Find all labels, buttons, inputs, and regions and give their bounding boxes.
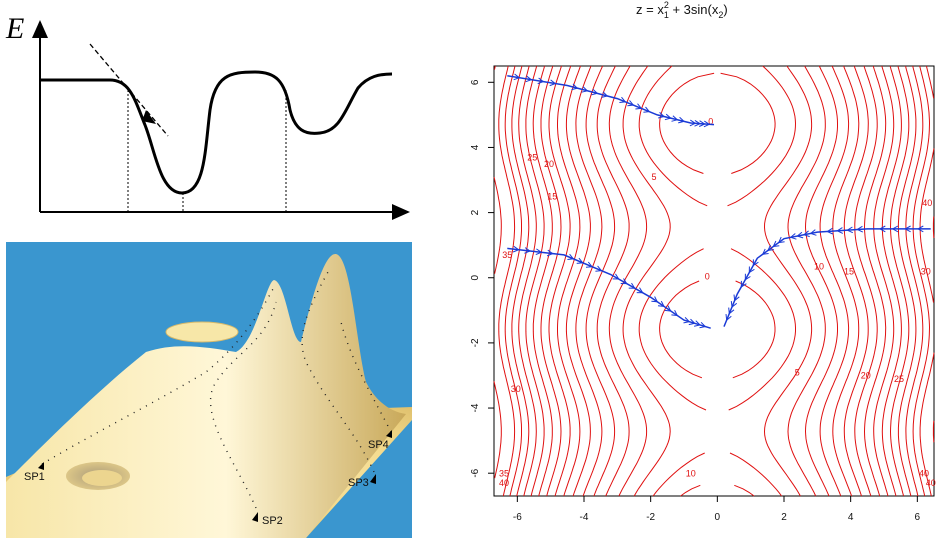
contour-line-21: [639, 66, 707, 496]
contour-label-14: 35: [502, 250, 512, 260]
contour-label-8: 20: [544, 159, 554, 169]
contour-label-6: 15: [547, 192, 557, 202]
contour-label-9: 20: [861, 371, 871, 381]
tangent-dashed-line: [90, 44, 168, 136]
landscape-svg: SP1 SP2 SP3 SP4: [6, 242, 412, 538]
contour-lines: [494, 66, 934, 496]
contour-label-4: 10: [686, 469, 696, 479]
contour-label-16: 40: [919, 469, 929, 479]
contour-line-0: [721, 73, 776, 496]
x-tick-label: 2: [781, 512, 787, 523]
contour-label-10: 25: [527, 153, 537, 163]
title-main: z = x: [636, 2, 664, 17]
y-tick-label: 0: [470, 275, 481, 281]
sp3-label: SP3: [348, 477, 369, 489]
contour-label-18: 40: [499, 478, 509, 488]
sp2-label: SP2: [262, 515, 283, 527]
energy-axis-label: E: [5, 12, 24, 45]
x-tick-label: 4: [848, 512, 854, 523]
y-tick-label: 6: [470, 79, 481, 85]
y-tick-label: -4: [470, 403, 481, 412]
contour-label-12: 30: [511, 384, 521, 394]
contour-label-7: 15: [844, 267, 854, 277]
y-tick-label: 4: [470, 144, 481, 150]
contour-label-2: 5: [651, 172, 656, 182]
energy-curve: [40, 72, 392, 193]
crater-floor: [82, 470, 122, 486]
y-tick-label: -6: [470, 468, 481, 477]
contour-line-19: [494, 66, 501, 478]
sp4-label: SP4: [368, 439, 389, 451]
title-end: ): [723, 2, 727, 17]
energy-curve-diagram: E: [0, 0, 420, 230]
x-tick-label: 0: [715, 512, 721, 523]
contour-label-5: 10: [814, 262, 824, 272]
x-tick-label: -4: [580, 512, 589, 523]
contour-line-1: [660, 73, 715, 496]
contour-label-1: 0: [705, 271, 710, 281]
sp1-label: SP1: [24, 471, 45, 483]
contour-label-3: 5: [795, 368, 800, 378]
descent-path-1: [507, 248, 710, 328]
y-tick-label: -2: [470, 338, 481, 347]
contour-svg: z = x12 + 3sin(x2) 005510101515202025253…: [440, 0, 944, 546]
x-tick-label: -6: [513, 512, 522, 523]
contour-label-13: 30: [921, 267, 931, 277]
contour-label-17: 40: [922, 198, 932, 208]
contour-label-15: 35: [499, 469, 509, 479]
x-tick-label: -2: [646, 512, 655, 523]
energy-curve-svg: E: [0, 0, 420, 230]
y-tick-label: 2: [470, 209, 481, 215]
plateau-top: [166, 322, 238, 342]
plot-title: z = x12 + 3sin(x2): [636, 0, 728, 20]
contour-label-11: 25: [894, 374, 904, 384]
contour-line-20: [728, 66, 796, 496]
x-tick-label: 6: [915, 512, 921, 523]
title-mid: + 3sin(x: [669, 2, 719, 17]
contour-label-19: 40: [926, 478, 936, 488]
3d-landscape-diagram: SP1 SP2 SP3 SP4: [6, 242, 412, 538]
